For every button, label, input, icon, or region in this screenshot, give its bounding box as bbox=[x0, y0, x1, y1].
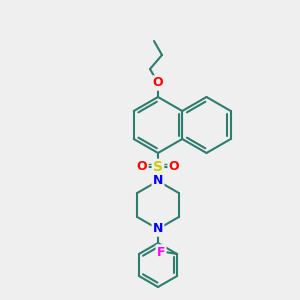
Text: N: N bbox=[153, 175, 163, 188]
Text: O: O bbox=[169, 160, 179, 173]
Text: F: F bbox=[157, 245, 165, 259]
Text: O: O bbox=[137, 160, 147, 173]
Text: O: O bbox=[153, 76, 163, 89]
Text: S: S bbox=[153, 160, 163, 174]
Text: N: N bbox=[153, 223, 163, 236]
